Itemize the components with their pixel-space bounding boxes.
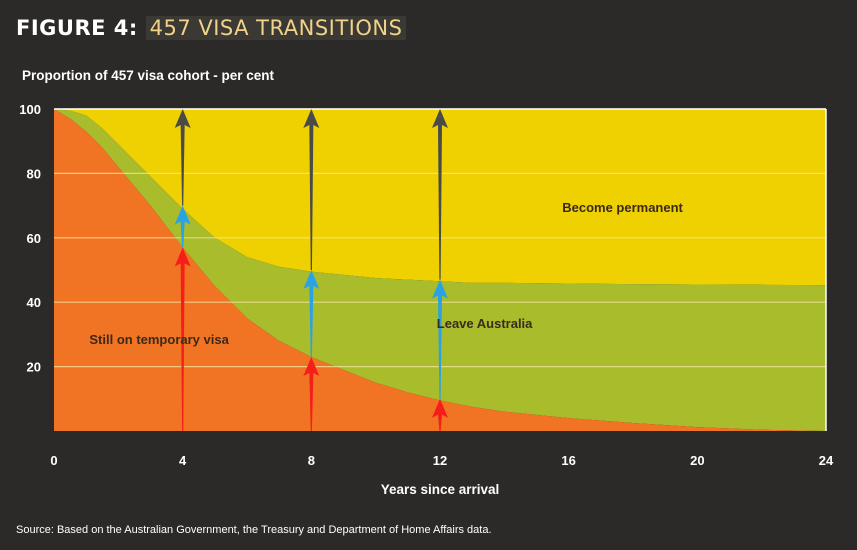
arrow-blue-year-12 xyxy=(432,279,448,399)
x-tick-label-16: 16 xyxy=(561,453,575,468)
x-tick-label-12: 12 xyxy=(433,453,447,468)
x-tick-label-8: 8 xyxy=(308,453,315,468)
source-note: Source: Based on the Australian Governme… xyxy=(16,524,492,536)
y-tick-label-20: 20 xyxy=(27,360,41,375)
arrow-grey-year-4 xyxy=(174,109,191,206)
figure-subtitle: 457 VISA TRANSITIONS xyxy=(145,16,407,40)
arrow-red-year-8 xyxy=(303,356,320,431)
label-leave-australia: Leave Australia xyxy=(437,316,533,331)
figure-title-separator: : xyxy=(128,16,138,40)
arrow-blue-year-4 xyxy=(174,205,191,248)
x-axis-label: Years since arrival xyxy=(381,482,500,497)
arrow-grey-year-12 xyxy=(432,109,448,280)
arrow-red-year-4 xyxy=(174,247,191,431)
arrow-grey-year-8 xyxy=(303,109,320,270)
label-become-permanent: Become permanent xyxy=(562,200,683,215)
y-tick-label-60: 60 xyxy=(27,231,41,246)
y-tick-label-80: 80 xyxy=(27,166,41,181)
figure-label: FIGURE 4 xyxy=(16,16,129,40)
figure-title: FIGURE 4: 457 VISA TRANSITIONS xyxy=(16,16,407,40)
arrow-blue-year-8 xyxy=(303,270,320,357)
y-tick-label-100: 100 xyxy=(19,102,41,117)
x-tick-label-4: 4 xyxy=(179,453,187,468)
x-tick-label-20: 20 xyxy=(690,453,704,468)
x-tick-label-0: 0 xyxy=(50,453,57,468)
x-tick-label-24: 24 xyxy=(819,453,834,468)
label-still-on-temporary-visa: Still on temporary visa xyxy=(89,332,229,347)
area-still-temporary xyxy=(54,109,826,431)
area-leave-australia xyxy=(54,109,826,431)
arrow-red-year-12 xyxy=(432,398,448,431)
y-tick-label-40: 40 xyxy=(27,295,41,310)
chart: 20 40 60 80 100 0 4 8 12 16 20 24 Years since arriva… xyxy=(19,102,834,497)
y-axis-label: Proportion of 457 visa cohort - per cent xyxy=(22,68,275,83)
